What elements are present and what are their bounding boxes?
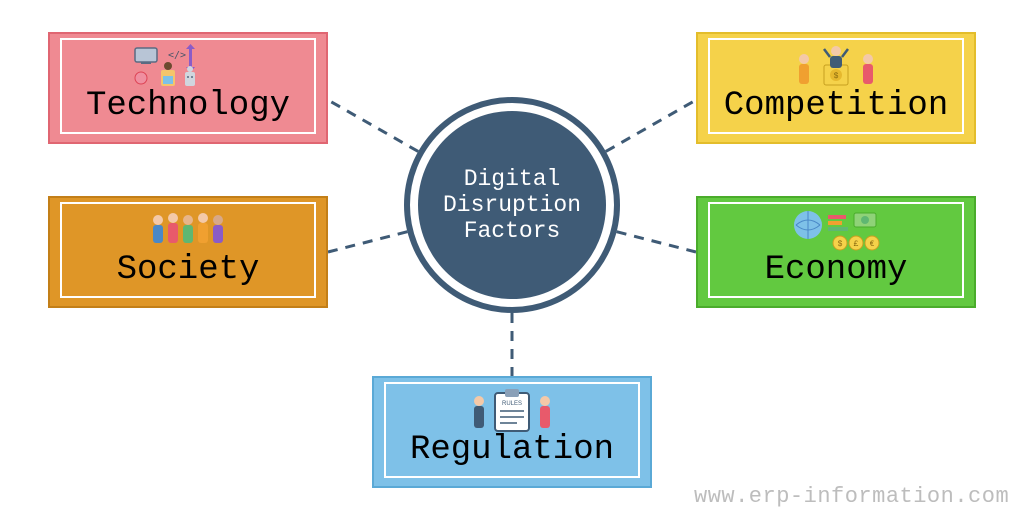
factor-label: Technology bbox=[86, 87, 290, 125]
center-label-2: Disruption bbox=[443, 192, 581, 218]
factor-label: Regulation bbox=[410, 431, 614, 469]
svg-text:RULES: RULES bbox=[502, 401, 522, 407]
svg-text:€: € bbox=[870, 240, 875, 249]
factor-society: Society bbox=[48, 196, 328, 308]
tech-icon: </> bbox=[133, 43, 243, 89]
center-label-3: Factors bbox=[443, 218, 581, 244]
center-label-1: Digital bbox=[443, 166, 581, 192]
svg-text:</>: </> bbox=[168, 50, 186, 61]
svg-text:$: $ bbox=[838, 240, 843, 249]
svg-text:$: $ bbox=[834, 72, 839, 81]
factor-technology: </> Technology bbox=[48, 32, 328, 144]
watermark: www.erp-information.com bbox=[694, 484, 1009, 509]
factor-economy: $ £ € Economy bbox=[696, 196, 976, 308]
regulation-icon: RULES bbox=[467, 387, 557, 433]
factor-label: Economy bbox=[765, 251, 908, 289]
society-icon bbox=[143, 207, 233, 253]
factor-regulation: RULES Regulation bbox=[372, 376, 652, 488]
center-node: Digital Disruption Factors bbox=[418, 111, 606, 299]
factor-label: Competition bbox=[724, 87, 948, 125]
factor-competition: $ Competition bbox=[696, 32, 976, 144]
competition-icon: $ bbox=[786, 43, 886, 89]
factor-label: Society bbox=[117, 251, 260, 289]
svg-text:£: £ bbox=[854, 240, 859, 249]
economy-icon: $ £ € bbox=[786, 207, 886, 253]
